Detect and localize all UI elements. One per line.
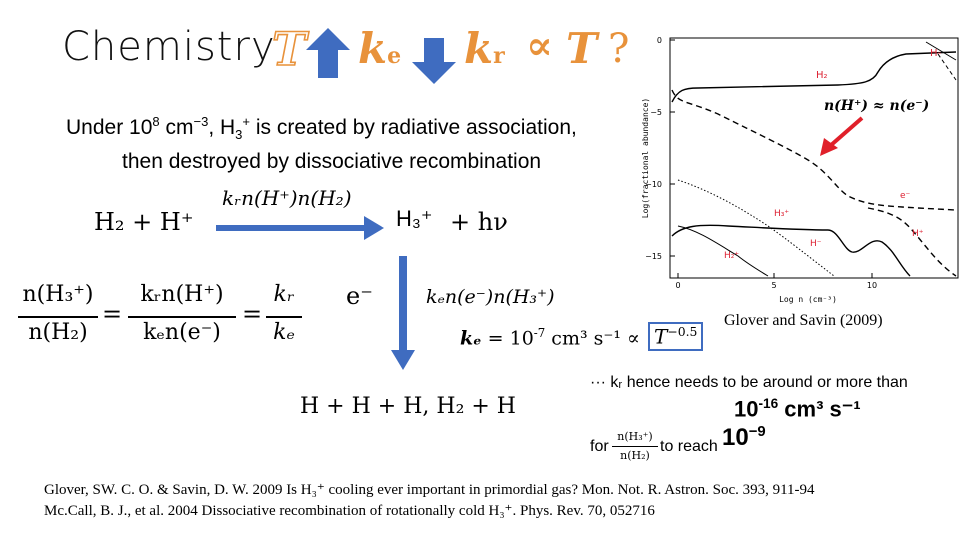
h-top-dashed	[937, 53, 957, 81]
page-title: Chemistry	[62, 24, 276, 70]
intro-line-1: Under 108 cm−3, H3+ is created by radiat…	[66, 114, 577, 143]
headline-temperature-symbol: T	[271, 21, 307, 77]
hplus-curve	[867, 207, 957, 277]
recombination-products: H + H + H, H₂ + H	[300, 394, 516, 419]
equals-1: =	[102, 300, 123, 328]
down-arrow-icon	[412, 62, 456, 84]
up-arrow-shaft	[318, 50, 338, 78]
headline-temperature-2: T	[566, 24, 598, 73]
photon-term: + hν	[450, 208, 508, 236]
ratio-numerator-2: kᵣn(H⁺)	[140, 282, 224, 307]
label-h2: H₂	[816, 70, 828, 81]
fraction-bar-1	[18, 316, 98, 318]
label-h2plus: H₂⁺	[724, 251, 739, 261]
label-electron: e⁻	[900, 191, 911, 201]
abundance-plot: 0 −5 −10 −15 0 5 10 Log n (cm⁻³) Log(fra…	[641, 36, 959, 304]
ratio-denominator-3: kₑ	[273, 320, 295, 345]
headline-proportional: ∝	[526, 22, 553, 69]
headline-ke: ke	[358, 24, 402, 73]
headline-question-mark: ?	[608, 26, 630, 72]
target-ratio-denominator: n(H₂)	[620, 449, 650, 462]
hminus-curve	[671, 224, 911, 277]
h3plus-curve	[677, 179, 835, 277]
ytick-label-5: −5	[650, 108, 662, 117]
for-text: for	[590, 438, 609, 455]
ratio-numerator-3: kᵣ	[273, 282, 295, 307]
electron-label: e⁻	[346, 282, 373, 310]
intro-line-2: then destroyed by dissociative recombina…	[122, 150, 542, 173]
ke-value: kₑ = 10-7 cm³ s⁻¹ ∝	[460, 326, 640, 350]
plot-xlabel: Log n (cm⁻³)	[779, 295, 837, 304]
label-hminus: H⁻	[810, 239, 822, 249]
electron-curve	[671, 89, 957, 211]
target-ratio-bar	[612, 446, 658, 447]
ratio-denominator-2: kₑn(e⁻)	[143, 320, 221, 345]
headline-kr: kr	[464, 24, 505, 73]
reaction-arrow-shaft	[216, 225, 366, 231]
h-top-curve	[925, 41, 957, 61]
conclusion-line: ··· kᵣ hence needs to be around or more …	[590, 374, 908, 391]
ytick-label-10: −10	[645, 180, 662, 189]
xtick-label-0: 0	[675, 281, 680, 290]
target-ratio-numerator: n(H₃⁺)	[617, 430, 653, 443]
plot-citation: Glover and Savin (2009)	[724, 312, 883, 329]
xtick-label-10: 10	[867, 281, 877, 290]
recombination-arrow-icon	[391, 350, 415, 370]
plot-frame	[669, 37, 959, 279]
reference-mccall: Mc.Call, B. J., et al. 2004 Dissociative…	[44, 503, 655, 519]
h3-plus-product: H₃⁺	[396, 206, 433, 231]
label-h-top: H-	[930, 48, 942, 59]
ytick-label-0: 0	[657, 36, 662, 45]
h2plus-curve	[677, 225, 769, 277]
annotation-arrow-icon	[820, 138, 838, 156]
up-arrow-icon	[306, 28, 350, 50]
temperature-power-box: T−0.5	[648, 322, 704, 351]
xtick-label-5: 5	[771, 281, 776, 290]
plot-annotation: n(H⁺) ≈ n(e⁻)	[824, 98, 929, 114]
rate-threshold-value: 10-16 cm³ s⁻¹	[734, 396, 861, 422]
down-arrow-shaft	[424, 38, 444, 64]
target-ratio-value: 10−9	[722, 424, 766, 451]
ratio-numerator-1: n(H₃⁺)	[22, 282, 94, 307]
label-hplus: H⁺	[912, 229, 924, 239]
equals-2: =	[242, 300, 263, 328]
to-reach-text: to reach	[660, 438, 718, 455]
reference-glover: Glover, SW. C. O. & Savin, D. W. 2009 Is…	[44, 482, 815, 498]
ytick-label-15: −15	[645, 252, 662, 261]
recombination-rate: kₑn(e⁻)n(H₃⁺)	[426, 286, 555, 308]
annotation-arrow-shaft	[828, 116, 864, 148]
recombination-arrow-shaft	[399, 256, 407, 352]
reaction-lhs: H₂ + H⁺	[94, 208, 194, 236]
plot-ylabel: Log(fractional abundance)	[641, 98, 650, 218]
reaction-arrow-icon	[364, 216, 384, 240]
fraction-bar-3	[266, 316, 302, 318]
fraction-bar-2	[128, 316, 236, 318]
ratio-denominator-1: n(H₂)	[28, 320, 88, 345]
label-h3plus: H₃⁺	[774, 209, 789, 219]
h2-curve	[671, 51, 957, 103]
association-rate: kᵣn(H⁺)n(H₂)	[222, 186, 352, 210]
